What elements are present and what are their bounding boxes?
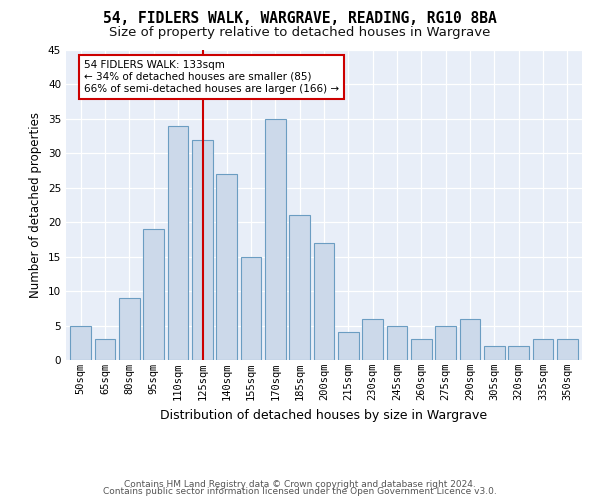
Bar [192,140,212,360]
Text: 54, FIDLERS WALK, WARGRAVE, READING, RG10 8BA: 54, FIDLERS WALK, WARGRAVE, READING, RG1… [103,11,497,26]
Bar [411,340,432,360]
Bar [241,256,262,360]
X-axis label: Distribution of detached houses by size in Wargrave: Distribution of detached houses by size … [160,408,488,422]
Bar [338,332,359,360]
Bar [386,326,407,360]
Bar [460,318,481,360]
Text: 54 FIDLERS WALK: 133sqm
← 34% of detached houses are smaller (85)
66% of semi-de: 54 FIDLERS WALK: 133sqm ← 34% of detache… [84,60,339,94]
Bar [216,174,237,360]
Bar [533,340,553,360]
Text: Size of property relative to detached houses in Wargrave: Size of property relative to detached ho… [109,26,491,39]
Bar [95,340,115,360]
Bar [119,298,140,360]
Text: Contains public sector information licensed under the Open Government Licence v3: Contains public sector information licen… [103,488,497,496]
Bar [265,119,286,360]
Bar [167,126,188,360]
Bar [508,346,529,360]
Bar [143,229,164,360]
Text: Contains HM Land Registry data © Crown copyright and database right 2024.: Contains HM Land Registry data © Crown c… [124,480,476,489]
Bar [362,318,383,360]
Bar [484,346,505,360]
Bar [436,326,456,360]
Bar [70,326,91,360]
Bar [314,243,334,360]
Bar [557,340,578,360]
Y-axis label: Number of detached properties: Number of detached properties [29,112,43,298]
Bar [289,216,310,360]
